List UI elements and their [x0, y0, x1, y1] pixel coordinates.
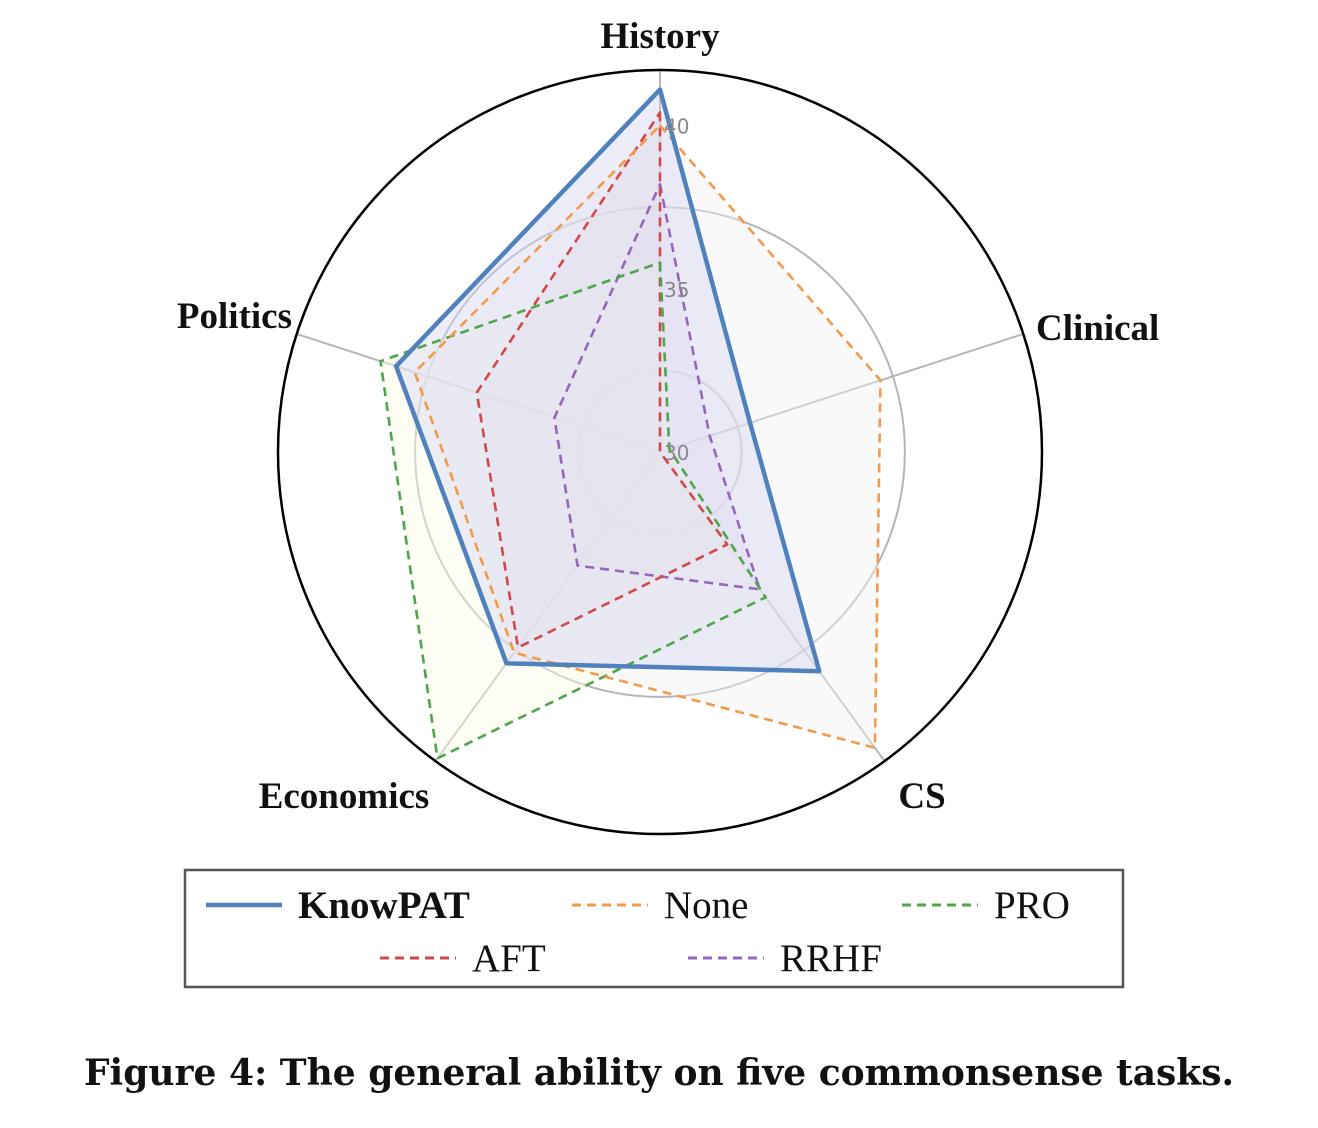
series-fill-pro: [380, 262, 766, 759]
legend-label-pro: PRO: [994, 884, 1070, 927]
radar-chart: 30 35 40 History Clinical CS Economics Politic…: [177, 16, 1159, 989]
series-fills: [380, 89, 881, 759]
series-fill-none: [414, 125, 881, 748]
spoke-economics: [434, 451, 661, 762]
series-line-rrhf: [553, 183, 762, 591]
axis-label-clinical: Clinical: [1036, 308, 1159, 349]
spoke-politics: [296, 333, 661, 453]
spoke-cs: [659, 451, 886, 762]
series-fill-aft: [476, 112, 728, 648]
series-line-none: [413, 124, 882, 750]
axis-labels: History Clinical CS Economics Politics: [177, 16, 1159, 817]
series-fill-knowpat: [396, 89, 820, 672]
axis-label-economics: Economics: [259, 776, 430, 817]
legend-label-rrhf: RRHF: [780, 937, 882, 980]
legend-label-knowpat: KnowPAT: [298, 884, 470, 927]
legend-label-aft: AFT: [472, 937, 546, 980]
spoke-clinical: [659, 333, 1024, 453]
radial-tick-label: 35: [664, 278, 689, 302]
figure-caption: Figure 4: The general ability on five co…: [83, 1052, 1235, 1094]
series-line-pro: [379, 261, 767, 760]
legend-label-none: None: [664, 884, 748, 927]
axis-label-cs: CS: [898, 776, 945, 817]
radial-tick-label: 30: [664, 441, 689, 465]
axis-label-politics: Politics: [177, 296, 292, 337]
series-lines: [379, 87, 882, 760]
axis-label-history: History: [600, 16, 720, 57]
radial-ticks: 30 35 40: [664, 115, 689, 465]
radial-tick-label: 40: [664, 115, 689, 139]
outer-frame: [276, 68, 1044, 836]
series-fill-rrhf: [554, 184, 760, 590]
series-line-aft: [475, 111, 729, 649]
legend-box: [183, 868, 1125, 989]
legend: KnowPAT None PRO AFT RRHF: [183, 868, 1125, 989]
series-line-knowpat: [393, 87, 822, 674]
